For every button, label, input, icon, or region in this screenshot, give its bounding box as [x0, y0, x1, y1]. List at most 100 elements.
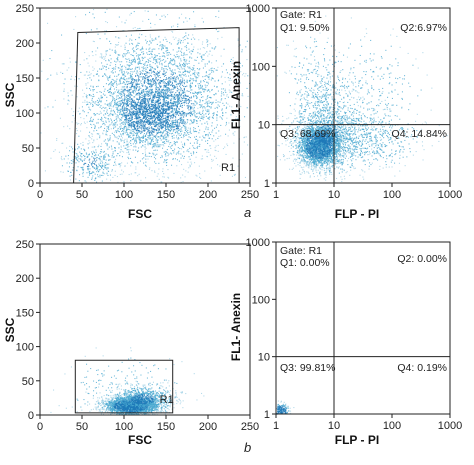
scatter-point — [170, 101, 172, 103]
scatter-point — [121, 162, 123, 164]
scatter-point — [129, 43, 131, 45]
scatter-point — [177, 102, 179, 104]
scatter-point — [136, 86, 138, 88]
scatter-point — [183, 81, 185, 83]
scatter-point — [174, 108, 176, 110]
scatter-point — [177, 98, 179, 100]
scatter-point — [172, 77, 174, 79]
scatter-point — [186, 82, 188, 84]
scatter-point — [193, 131, 195, 133]
scatter-point — [148, 120, 150, 122]
scatter-point — [171, 30, 173, 32]
scatter-point — [163, 52, 165, 54]
scatter-point — [206, 97, 208, 99]
scatter-point — [124, 22, 126, 24]
scatter-point — [192, 105, 194, 107]
scatter-point — [170, 100, 172, 102]
scatter-point — [177, 26, 179, 28]
scatter-point — [129, 96, 131, 98]
scatter-point — [179, 119, 181, 121]
scatter-point — [106, 178, 108, 180]
scatter-point — [216, 106, 218, 108]
scatter-point — [180, 100, 182, 102]
scatter-point — [189, 84, 191, 86]
scatter-point — [165, 74, 167, 76]
scatter-point — [145, 91, 147, 93]
scatter-point — [182, 95, 184, 97]
scatter-point — [124, 89, 126, 91]
scatter-point — [200, 81, 202, 83]
scatter-point — [165, 71, 167, 73]
scatter-point — [138, 79, 140, 81]
scatter-point — [119, 126, 121, 128]
scatter-point — [173, 113, 175, 115]
scatter-point — [186, 85, 188, 87]
scatter-point — [182, 181, 184, 183]
scatter-point — [194, 114, 196, 116]
scatter-point — [60, 171, 62, 173]
scatter-point — [169, 102, 171, 104]
scatter-point — [200, 158, 202, 160]
scatter-point — [122, 171, 124, 173]
scatter-point — [141, 99, 143, 101]
scatter-point — [118, 136, 120, 138]
scatter-point — [89, 88, 91, 90]
scatter-point — [88, 171, 90, 173]
scatter-point — [136, 142, 138, 144]
scatter-point — [142, 48, 144, 50]
scatter-point — [157, 75, 159, 77]
scatter-point — [172, 73, 174, 75]
scatter-point — [189, 77, 191, 79]
scatter-point — [185, 126, 187, 128]
scatter-point — [120, 100, 122, 102]
scatter-point — [128, 68, 130, 70]
scatter-point — [193, 73, 195, 75]
scatter-point — [122, 92, 124, 94]
scatter-point — [145, 123, 147, 125]
scatter-point — [129, 72, 131, 74]
scatter-point — [134, 89, 136, 91]
scatter-point — [124, 48, 126, 50]
scatter-point — [153, 125, 155, 127]
scatter-point — [130, 133, 132, 135]
scatter-point — [179, 94, 181, 96]
scatter-point — [237, 165, 239, 167]
scatter-point — [192, 34, 194, 36]
scatter-point — [172, 96, 174, 98]
scatter-point — [139, 160, 141, 162]
scatter-point — [156, 96, 158, 98]
scatter-point — [137, 175, 139, 177]
scatter-point — [113, 93, 115, 95]
scatter-point — [142, 113, 144, 115]
scatter-point — [87, 74, 89, 76]
scatter-point — [165, 155, 167, 157]
scatter-point — [107, 174, 109, 176]
scatter-point — [66, 147, 68, 149]
scatter-point — [194, 104, 196, 106]
scatter-point — [202, 96, 204, 98]
scatter-point — [236, 119, 238, 121]
scatter-point — [194, 111, 196, 113]
scatter-point — [143, 118, 145, 120]
scatter-point — [113, 128, 115, 130]
scatter-point — [143, 91, 145, 93]
scatter-point — [89, 11, 91, 13]
scatter-point — [204, 63, 206, 65]
scatter-point — [189, 18, 191, 20]
scatter-point — [172, 36, 174, 38]
scatter-point — [170, 104, 172, 106]
scatter-point — [205, 72, 207, 74]
scatter-point — [123, 95, 125, 97]
scatter-point — [129, 103, 131, 105]
scatter-point — [184, 125, 186, 127]
scatter-point — [121, 139, 123, 141]
scatter-point — [109, 91, 111, 93]
scatter-point — [158, 104, 160, 106]
scatter-point — [151, 116, 153, 118]
scatter-point — [116, 102, 118, 104]
scatter-point — [98, 80, 100, 82]
scatter-point — [167, 125, 169, 127]
scatter-point — [192, 72, 194, 74]
scatter-point — [123, 151, 125, 153]
scatter-point — [201, 155, 203, 157]
